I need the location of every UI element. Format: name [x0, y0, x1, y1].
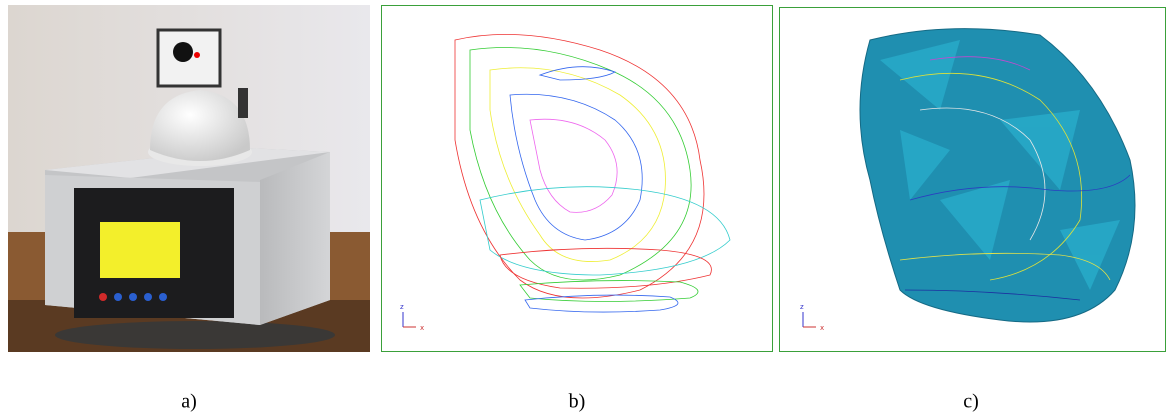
- axis-label: z: [800, 303, 804, 311]
- panel-caption: c): [963, 391, 979, 413]
- panel-caption: b): [569, 391, 586, 413]
- contour-panel: z x: [381, 5, 773, 352]
- panel-caption: a): [181, 391, 197, 413]
- axis-triad: z x: [400, 303, 424, 332]
- axis-label: x: [820, 324, 824, 332]
- axis-label: z: [400, 303, 404, 311]
- axis-triad: z x: [800, 303, 824, 332]
- axis-label: x: [420, 324, 424, 332]
- device-photo: [8, 5, 370, 352]
- mesh-panel: z x: [779, 7, 1166, 352]
